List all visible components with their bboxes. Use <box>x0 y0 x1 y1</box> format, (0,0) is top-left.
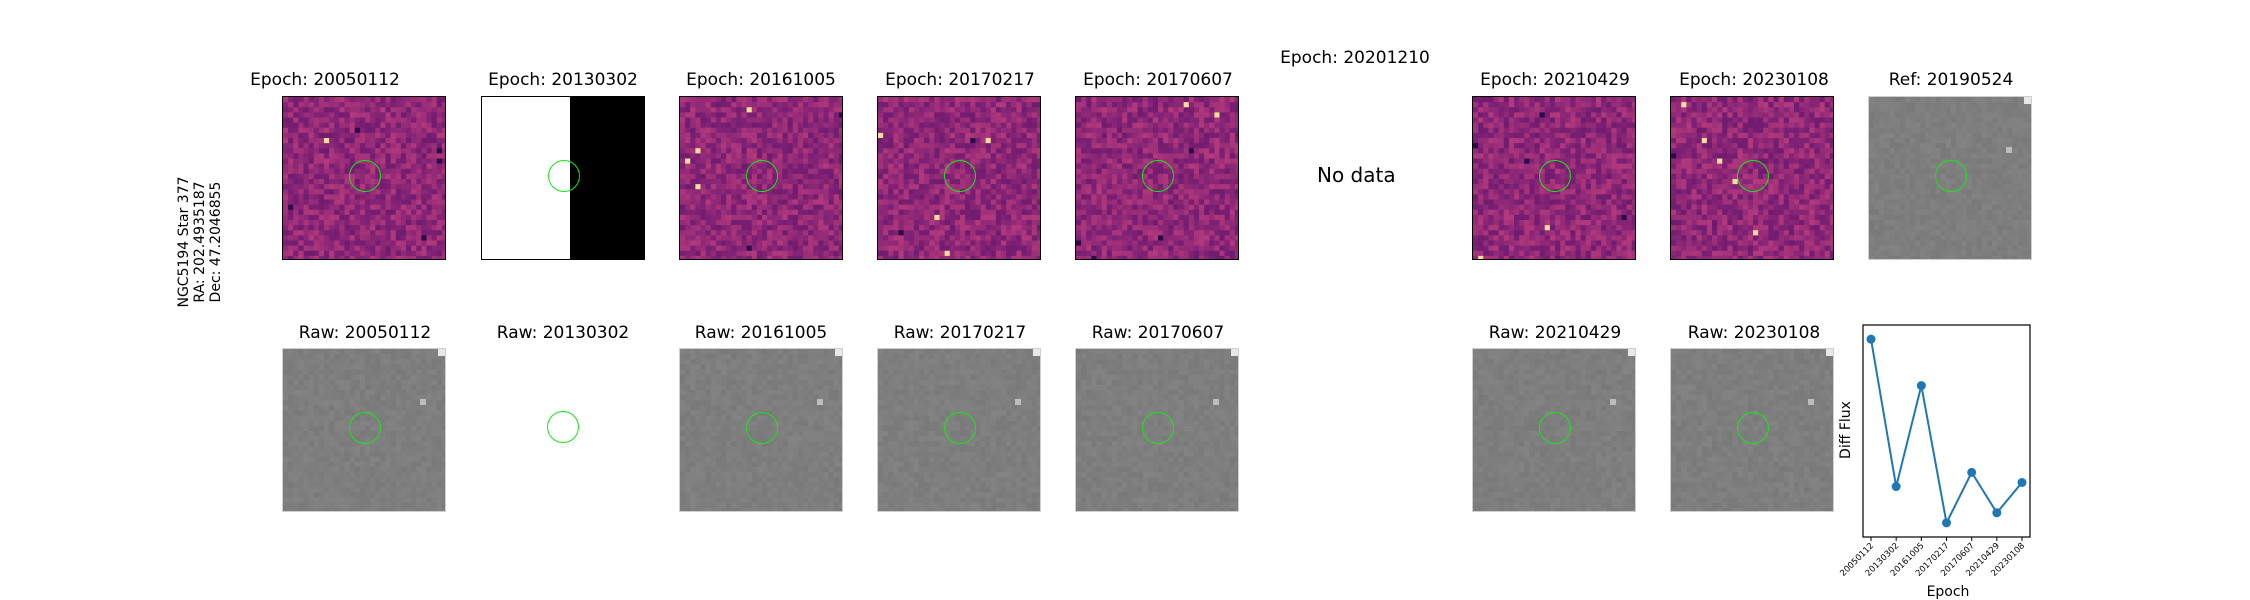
raw-title-6: Raw: 20210429 <box>1488 323 1622 343</box>
x-tick-label: 20050112 <box>1838 541 1876 579</box>
raw-title-5: Raw: 20170607 <box>1091 323 1225 343</box>
raw-title-1: Raw: 20050112 <box>298 323 432 343</box>
target-dec: Dec: 47.2046855 <box>208 181 224 303</box>
raw-title-2: Raw: 20130302 <box>496 323 630 343</box>
aperture-circle <box>547 411 579 443</box>
target-ra: RA: 202.4935187 <box>192 181 208 303</box>
x-tick-label: 20210429 <box>1964 541 2002 579</box>
aperture-circle <box>349 412 381 444</box>
aperture-circle <box>1935 160 1967 192</box>
raw-image-20050112 <box>282 348 446 512</box>
diff-title-1: Epoch: 20050112 <box>250 70 400 90</box>
diff-title-8: Epoch: 20230108 <box>1679 70 1829 90</box>
diff-image-20210429 <box>1472 96 1636 260</box>
raw-image-20130302-empty <box>481 348 645 512</box>
no-data-text: No data <box>1317 163 1396 187</box>
raw-image-20210429 <box>1472 348 1636 512</box>
series-line <box>1870 338 2023 526</box>
aperture-circle <box>1737 160 1769 192</box>
raw-image-20170607 <box>1075 348 1239 512</box>
diff-title-9: Ref: 20190524 <box>1888 70 2014 90</box>
aperture-circle <box>1142 412 1174 444</box>
raw-image-20170217 <box>877 348 1041 512</box>
target-name: NGC5194 Star 377 <box>176 176 192 308</box>
aperture-circle <box>1539 412 1571 444</box>
x-tick-label: 20161005 <box>1889 541 1927 579</box>
x-tick-label: 20170217 <box>1914 541 1952 579</box>
aperture-circle <box>1142 160 1174 192</box>
data-point <box>1942 518 1951 528</box>
raw-image-20161005 <box>679 348 843 512</box>
diff-title-5: Epoch: 20170607 <box>1083 70 1233 90</box>
data-point <box>1967 467 1977 477</box>
diff-title-3: Epoch: 20161005 <box>686 70 836 90</box>
aperture-circle <box>944 160 976 192</box>
aperture-circle <box>944 412 976 444</box>
aperture-circle <box>548 160 580 192</box>
diff-image-20130302 <box>481 96 645 260</box>
y-axis-label: Diff Flux <box>1838 401 1854 459</box>
diff-image-20170217 <box>877 96 1041 260</box>
data-point <box>1992 508 2002 518</box>
x-tick-label: 20230108 <box>1989 541 2027 579</box>
diff-image-20050112 <box>282 96 446 260</box>
chart-frame <box>1862 324 2031 538</box>
raw-title-4: Raw: 20170217 <box>893 323 1027 343</box>
raw-title-7: Raw: 20230108 <box>1687 323 1821 343</box>
data-point <box>1891 482 1901 492</box>
data-point <box>2017 477 2027 487</box>
diff-image-20230108 <box>1670 96 1834 260</box>
aperture-circle <box>349 160 381 192</box>
data-point <box>1916 381 1926 391</box>
aperture-circle <box>1737 412 1769 444</box>
diff-title-7: Epoch: 20210429 <box>1480 70 1630 90</box>
raw-image-20230108 <box>1670 348 1834 512</box>
aperture-circle <box>746 160 778 192</box>
diff-title-2: Epoch: 20130302 <box>488 70 638 90</box>
aperture-circle <box>1539 160 1571 192</box>
x-tick-label: 20170607 <box>1939 541 1977 579</box>
raw-title-3: Raw: 20161005 <box>694 323 828 343</box>
diff-image-20170607 <box>1075 96 1239 260</box>
aperture-circle <box>746 412 778 444</box>
x-axis-label: Epoch <box>1927 584 1970 600</box>
diff-title-4: Epoch: 20170217 <box>885 70 1035 90</box>
diff-image-20161005 <box>679 96 843 260</box>
diff-title-6: Epoch: 20201210 <box>1280 48 1430 68</box>
reference-image <box>1868 96 2032 260</box>
x-tick-label: 20130302 <box>1864 541 1902 579</box>
